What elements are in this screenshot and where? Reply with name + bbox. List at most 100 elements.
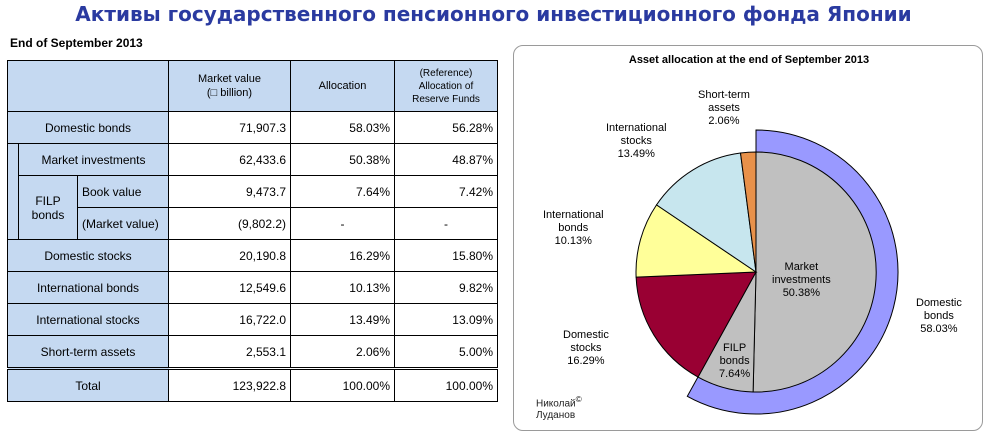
- header-market-value: Market value (□ billion): [168, 60, 291, 112]
- author-watermark: Николай© Луданов: [536, 393, 582, 422]
- table-row-total: Total 123,922.8 100.00% 100.00%: [7, 367, 498, 402]
- slice-international-bonds: [635, 204, 758, 278]
- reference-cell: 5.00%: [394, 335, 498, 369]
- row-label-international-stocks: International stocks: [7, 303, 169, 336]
- pie-chart: [635, 129, 899, 415]
- filp-group-line2: bonds: [31, 207, 65, 222]
- allocation-cell: 10.13%: [290, 271, 395, 304]
- chart-title: Asset allocation at the end of September…: [628, 54, 870, 66]
- reference-cell: 13.09%: [394, 303, 498, 336]
- filp-group-line1: FILP: [35, 193, 61, 208]
- table-row: FILP bonds Book value 9,473.7 7.64% 7.42…: [8, 175, 498, 240]
- label-market-investments-line2: investments: [772, 274, 831, 286]
- allocation-cell: 16.29%: [290, 239, 395, 272]
- page-title: Активы государственного пенсионного инве…: [75, 2, 912, 26]
- slice-domestic-stocks: [635, 271, 757, 378]
- label-domestic-bonds: Domestic bonds 58.03%: [916, 297, 962, 336]
- row-label-total: Total: [7, 367, 169, 402]
- label-international-bonds: International bonds 10.13%: [543, 209, 604, 248]
- table-row: Market investments 62,433.6 50.38% 48.87…: [7, 143, 498, 240]
- allocation-cell: 50.38%: [290, 143, 395, 176]
- label-short-term-assets-pct: 2.06%: [708, 115, 740, 127]
- asset-table: Market value (□ billion) Allocation (Ref…: [7, 60, 498, 402]
- label-international-bonds-line2: bonds: [558, 222, 589, 234]
- label-market-investments-pct: 50.38%: [782, 287, 820, 299]
- label-domestic-stocks-pct: 16.29%: [567, 355, 605, 367]
- header-allocation: Allocation: [290, 60, 395, 112]
- allocation-cell: 100.00%: [290, 367, 395, 402]
- reference-cell: 100.00%: [394, 367, 498, 402]
- label-domestic-bonds-line1: Domestic: [916, 297, 962, 309]
- label-short-term-assets-line2: assets: [708, 102, 740, 114]
- watermark-surname: Луданов: [536, 410, 576, 422]
- market-value-cell: (9,802.2): [168, 207, 291, 240]
- market-value-cell: 62,433.6: [168, 143, 291, 176]
- allocation-cell: 7.64%: [290, 175, 395, 208]
- market-value-cell: 16,722.0: [168, 303, 291, 336]
- allocation-cell: -: [290, 207, 395, 240]
- reference-cell: -: [394, 207, 498, 240]
- label-international-stocks-pct: 13.49%: [617, 148, 655, 160]
- market-value-cell: 9,473.7: [168, 175, 291, 208]
- chart-panel: Asset allocation at the end of September…: [513, 45, 983, 431]
- market-value-cell: 123,922.8: [168, 367, 291, 402]
- table-header-row: Market value (□ billion) Allocation (Ref…: [7, 60, 498, 112]
- reference-cell: 7.42%: [394, 175, 498, 208]
- header-reference-line2: Allocation of: [418, 80, 474, 92]
- label-international-stocks: International stocks 13.49%: [606, 122, 667, 161]
- row-label-domestic-stocks: Domestic stocks: [7, 239, 169, 272]
- label-international-stocks-line1: International: [606, 122, 667, 134]
- label-domestic-stocks-line1: Domestic: [563, 329, 609, 341]
- label-filp-bonds-line2: bonds: [719, 355, 750, 367]
- as-of-date: End of September 2013: [10, 36, 143, 50]
- reference-cell: 9.82%: [394, 271, 498, 304]
- table-row: Domestic bonds 71,907.3 58.03% 56.28%: [7, 111, 498, 144]
- label-international-bonds-line1: International: [543, 209, 604, 221]
- header-market-value-label: Market value: [198, 73, 261, 85]
- row-label-market-investments: Market investments: [18, 143, 169, 176]
- row-label-market-value: (Market value): [77, 207, 169, 240]
- slice-market-investments: [752, 151, 877, 393]
- table-row: International stocks 16,722.0 13.49% 13.…: [7, 303, 498, 336]
- table-row: Domestic stocks 20,190.8 16.29% 15.80%: [7, 239, 498, 272]
- label-international-stocks-line2: stocks: [620, 135, 652, 147]
- watermark-name: Николай: [536, 398, 576, 410]
- label-market-investments-line1: Market: [784, 261, 819, 273]
- label-domestic-bonds-pct: 58.03%: [920, 323, 958, 335]
- slice-international-stocks: [655, 152, 757, 274]
- label-short-term-assets: Short-term assets 2.06%: [698, 89, 750, 128]
- market-value-cell: 71,907.3: [168, 111, 291, 144]
- row-label-domestic-bonds: Domestic bonds: [7, 111, 169, 144]
- header-reference-line1: (Reference): [419, 67, 473, 79]
- header-blank-cell: [7, 60, 169, 112]
- label-filp-bonds-pct: 7.64%: [719, 368, 751, 380]
- market-value-cell: 2,553.1: [168, 335, 291, 369]
- reference-cell: 56.28%: [394, 111, 498, 144]
- label-filp-bonds: FILP bonds 7.64%: [719, 342, 750, 381]
- slice-short-term-assets: [739, 151, 757, 273]
- table-row: International bonds 12,549.6 10.13% 9.82…: [7, 271, 498, 304]
- market-value-cell: 20,190.8: [168, 239, 291, 272]
- header-reference: (Reference) Allocation of Reserve Funds: [394, 60, 498, 112]
- label-international-bonds-pct: 10.13%: [554, 235, 592, 247]
- market-value-cell: 12,549.6: [168, 271, 291, 304]
- table-row: (Market value) (9,802.2) - -: [8, 207, 498, 240]
- label-domestic-stocks-line2: stocks: [570, 342, 602, 354]
- allocation-cell: 13.49%: [290, 303, 395, 336]
- label-domestic-bonds-line2: bonds: [923, 310, 954, 322]
- table-row: Short-term assets 2,553.1 2.06% 5.00%: [7, 335, 498, 369]
- reference-cell: 15.80%: [394, 239, 498, 272]
- filp-bonds-group-label: FILP bonds: [18, 175, 78, 240]
- row-label-short-term-assets: Short-term assets: [7, 335, 169, 369]
- allocation-cell: 2.06%: [290, 335, 395, 369]
- allocation-cell: 58.03%: [290, 111, 395, 144]
- label-domestic-stocks: Domestic stocks 16.29%: [563, 329, 609, 368]
- label-short-term-assets-line1: Short-term: [698, 89, 750, 101]
- row-label-international-bonds: International bonds: [7, 271, 169, 304]
- label-filp-bonds-line1: FILP: [722, 342, 747, 354]
- row-label-book-value: Book value: [77, 175, 169, 208]
- header-reference-line3: Reserve Funds: [412, 93, 480, 105]
- indent-spacer: [7, 143, 19, 240]
- reference-cell: 48.87%: [394, 143, 498, 176]
- copyright-icon: ©: [575, 394, 582, 404]
